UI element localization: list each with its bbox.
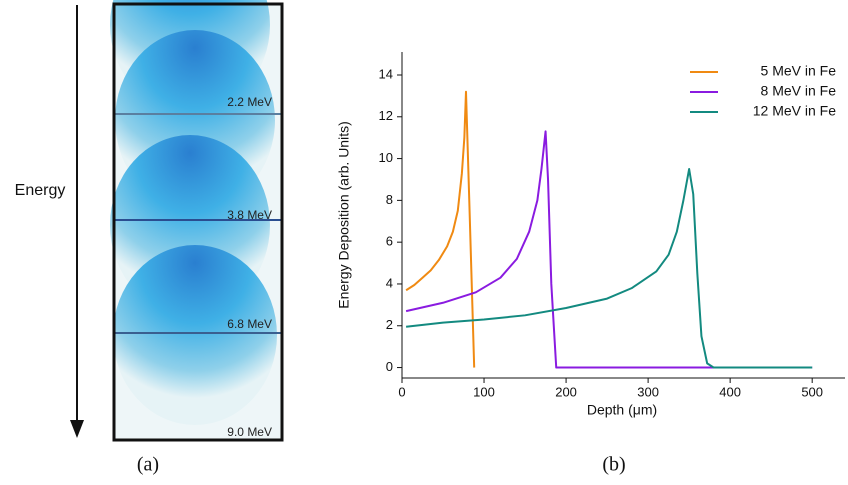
energy-value: 6.8 MeV (227, 317, 272, 331)
data-line (405, 168, 813, 369)
energy-label: Energy (15, 182, 66, 199)
legend-label: 12 MeV in Fe (753, 103, 836, 119)
arrow-head (70, 420, 84, 438)
y-tick-label: 0 (386, 359, 393, 374)
data-line (405, 90, 476, 368)
y-tick-label: 12 (379, 108, 393, 123)
legend-label: 8 MeV in Fe (761, 83, 837, 99)
y-tick-label: 8 (386, 192, 393, 207)
y-tick-label: 2 (386, 317, 393, 332)
energy-value: 2.2 MeV (227, 95, 272, 109)
panel-a: Energy 2.2 MeV 3.8 MeV 6.8 MeV 9.0 MeV (… (15, 0, 284, 476)
x-tick-label: 300 (637, 384, 659, 399)
x-axis-title: Depth (μm) (587, 402, 657, 418)
y-tick-label: 14 (379, 66, 393, 81)
energy-value: 9.0 MeV (227, 425, 272, 439)
x-tick-label: 400 (719, 384, 741, 399)
legend-label: 5 MeV in Fe (761, 63, 837, 79)
y-tick-label: 4 (386, 275, 393, 290)
caption: (b) (602, 454, 625, 476)
y-axis-title: Energy Deposition (arb. Units) (336, 121, 352, 309)
x-tick-label: 0 (398, 384, 405, 399)
y-tick-label: 6 (386, 234, 393, 249)
y-tick-label: 10 (379, 150, 393, 165)
x-tick-label: 500 (801, 384, 823, 399)
x-tick-label: 100 (473, 384, 495, 399)
x-tick-label: 200 (555, 384, 577, 399)
energy-value: 3.8 MeV (227, 208, 272, 222)
data-line (405, 130, 813, 369)
caption: (a) (137, 454, 159, 476)
photo (110, 0, 284, 442)
